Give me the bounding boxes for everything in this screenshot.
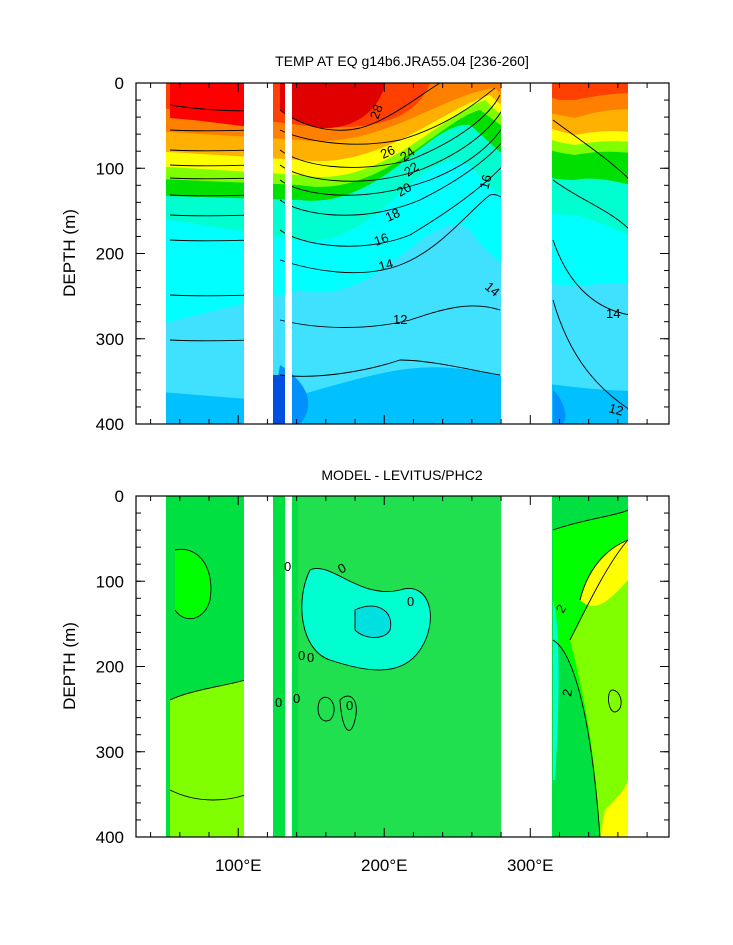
band-2-west-deep: [170, 790, 245, 837]
contour-label: 14: [606, 306, 620, 321]
contour-0-east: [552, 639, 601, 837]
contour-2-east: [569, 539, 629, 641]
contour-2: [169, 679, 246, 701]
contour-label: 0: [298, 648, 305, 663]
contour-label: 0: [307, 650, 314, 665]
contour-label: 2: [559, 688, 575, 698]
contour-0-deep: [339, 695, 357, 731]
contour-label: 16: [372, 230, 391, 249]
y-tick-label: 100: [96, 159, 124, 178]
chart-title: MODEL - LEVITUS/PHC2: [321, 467, 483, 483]
y-tick-label: 0: [115, 487, 124, 506]
contour-label: 0: [284, 559, 291, 574]
x-tick-label: 200°E: [361, 856, 408, 875]
band-neg2-east: [553, 600, 559, 780]
contour-label: 28: [367, 102, 386, 121]
x-tick-label: 100°E: [215, 856, 262, 875]
y-tick-label: 300: [96, 330, 124, 349]
panel-difference: MODEL - LEVITUS/PHC2: [60, 467, 670, 875]
chart-title: TEMP AT EQ g14b6.JRA55.04 [236-260]: [275, 53, 529, 69]
band-28-central: [280, 83, 385, 129]
temperature-contour-labels: 28 26 24 22 20 18 16 16 14 14 14 12 12: [367, 102, 625, 418]
contour-label: 0: [346, 698, 353, 713]
y-tick-label: 400: [96, 415, 124, 434]
x-tick-label: 300°E: [507, 856, 554, 875]
difference-contours: [169, 509, 629, 837]
temperature-field: [136, 83, 669, 424]
contour-label: 24: [397, 144, 417, 165]
band-10-east: [553, 390, 566, 424]
contour-neg2-core: [354, 605, 392, 638]
y-tick-label: 400: [96, 828, 124, 847]
contour-0-island: [317, 697, 335, 722]
band-2-east: [570, 540, 628, 837]
band-0-alt-west: [175, 549, 211, 619]
contour-label: 26: [378, 142, 397, 162]
y-tick-label: 0: [115, 74, 124, 93]
band-neg2-core: [355, 606, 391, 638]
band-4-east-upper: [580, 540, 628, 607]
panel-temperature: TEMP AT EQ g14b6.JRA55.04 [236-260]: [60, 53, 670, 434]
y-tick-label: 200: [96, 245, 124, 264]
contour-0-west: [174, 548, 212, 620]
y-axis-title: DEPTH (m): [60, 209, 79, 297]
contour-2-east-island: [608, 689, 622, 713]
land-mask-2: [136, 496, 669, 837]
contour-label: 18: [383, 205, 402, 225]
contour-label: 22: [401, 159, 421, 180]
y-tick-label: 300: [96, 743, 124, 762]
contour-label: 20: [394, 179, 414, 199]
contour-4-east: [579, 539, 629, 601]
land-mask-1: [136, 83, 669, 424]
contour-label: 0: [275, 695, 282, 710]
contour-label: 0: [293, 691, 300, 706]
contour-label: 12: [393, 312, 407, 327]
y-tick-label: 100: [96, 572, 124, 591]
difference-field: [136, 496, 669, 837]
contour-label: 12: [607, 400, 625, 418]
contour-2-deep: [169, 789, 246, 801]
contours-east: [552, 119, 631, 411]
contour-0-east-top: [552, 509, 629, 531]
axes-1: 0 100 200 300 400: [96, 74, 669, 434]
band-4-east-deep: [600, 780, 628, 837]
contour-label: 16: [476, 173, 494, 191]
y-tick-label: 200: [96, 658, 124, 677]
contour-label: 0: [407, 594, 414, 609]
y-axis-title: DEPTH (m): [60, 622, 79, 710]
contour-0-central: [301, 567, 431, 671]
contour-label: 14: [377, 256, 395, 274]
band-28-west: [170, 83, 260, 128]
